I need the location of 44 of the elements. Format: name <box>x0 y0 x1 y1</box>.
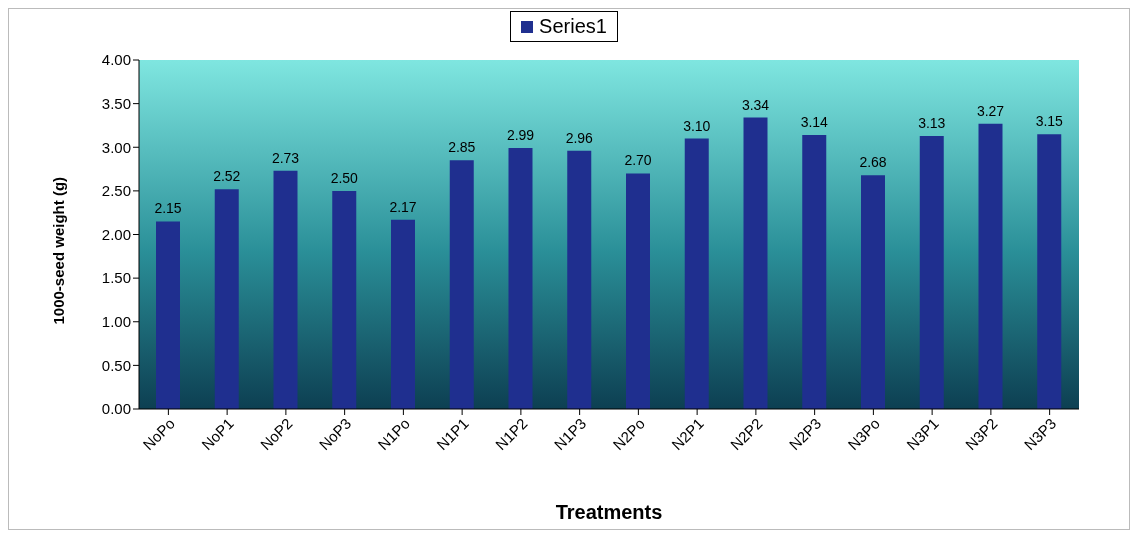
data-label: 2.50 <box>330 169 359 186</box>
bar <box>978 123 1003 409</box>
legend-label: Series1 <box>538 15 607 38</box>
data-label: 2.99 <box>506 127 535 144</box>
data-label: 3.27 <box>976 102 1005 119</box>
y-tick-label: 0.00 <box>101 400 131 418</box>
data-label: 2.15 <box>154 200 182 217</box>
data-label: 2.68 <box>859 154 887 171</box>
data-label: 3.15 <box>1035 113 1064 130</box>
x-axis-title: Treatments <box>555 501 663 523</box>
data-label: 3.13 <box>918 114 946 131</box>
data-label: 2.85 <box>448 139 476 156</box>
y-axis-title: 1000-seed weight (g) <box>50 176 68 325</box>
data-label: 3.34 <box>741 96 770 113</box>
y-tick-label: 4.00 <box>101 51 131 69</box>
y-tick-label: 1.00 <box>101 313 131 331</box>
data-label: 3.10 <box>683 117 711 134</box>
data-label: 2.52 <box>213 168 241 185</box>
bar <box>508 148 533 409</box>
bar <box>861 175 885 409</box>
bar <box>626 173 650 409</box>
y-tick-label: 2.00 <box>101 225 131 243</box>
data-label: 2.96 <box>565 129 594 146</box>
y-tick-label: 3.50 <box>101 94 131 112</box>
y-tick-label: 0.50 <box>101 356 131 374</box>
bar <box>802 135 827 409</box>
data-label: 3.14 <box>800 114 829 131</box>
bar <box>567 150 592 409</box>
bar <box>214 189 239 409</box>
bar <box>391 219 415 409</box>
bar <box>919 135 944 409</box>
data-label: 2.17 <box>389 198 417 215</box>
y-tick-label: 3.00 <box>101 138 131 156</box>
bar <box>273 170 298 409</box>
data-label: 2.73 <box>271 149 300 166</box>
bar <box>332 190 357 409</box>
y-tick-label: 1.50 <box>101 269 131 287</box>
bar <box>743 117 768 409</box>
bar <box>1037 134 1062 409</box>
bar <box>449 160 474 409</box>
bar <box>156 221 180 409</box>
y-tick-label: 2.50 <box>101 182 131 200</box>
data-label: 2.70 <box>624 152 652 169</box>
bar <box>684 138 709 409</box>
